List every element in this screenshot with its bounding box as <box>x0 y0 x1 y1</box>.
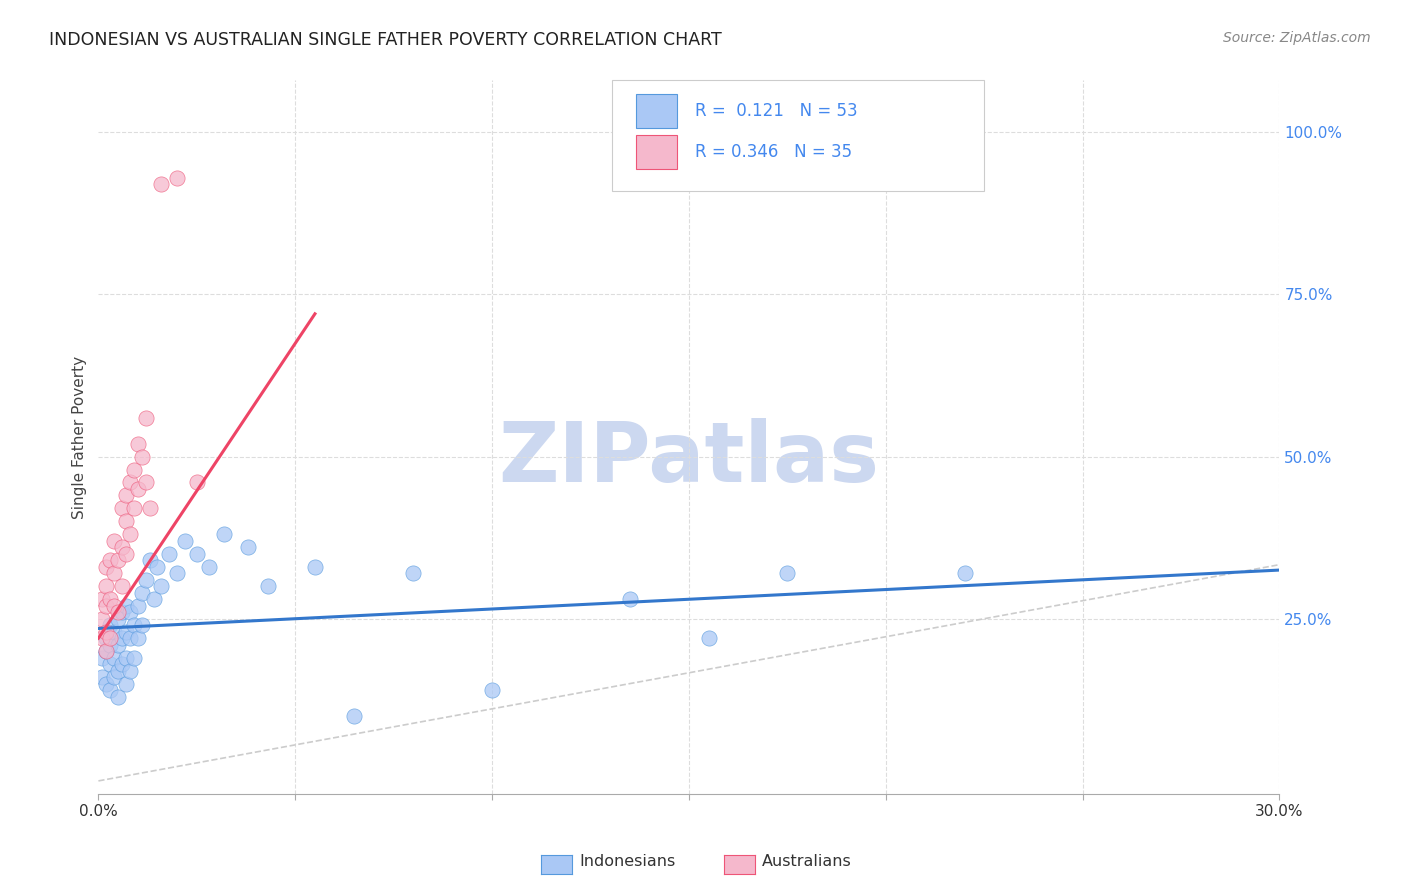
Point <box>103 533 125 548</box>
Point <box>166 566 188 581</box>
Point <box>111 579 134 593</box>
Point <box>111 657 134 672</box>
Point <box>118 605 141 619</box>
Point <box>107 553 129 567</box>
Point <box>115 624 138 639</box>
Point <box>186 475 208 490</box>
Point <box>98 631 121 645</box>
Point <box>96 624 118 639</box>
Point <box>98 592 121 607</box>
Point <box>174 533 197 548</box>
Point <box>111 605 134 619</box>
Point <box>98 618 121 632</box>
Point <box>186 547 208 561</box>
Point <box>122 618 145 632</box>
Point <box>127 599 149 613</box>
Point <box>135 410 157 425</box>
Point <box>91 592 114 607</box>
Point <box>103 650 125 665</box>
Point <box>118 475 141 490</box>
Point <box>135 573 157 587</box>
Point <box>107 690 129 704</box>
Point <box>118 631 141 645</box>
Point <box>103 624 125 639</box>
Point <box>91 612 114 626</box>
Point <box>402 566 425 581</box>
Point <box>96 579 118 593</box>
Point <box>146 559 169 574</box>
Point <box>122 650 145 665</box>
FancyBboxPatch shape <box>636 94 678 128</box>
Point <box>115 650 138 665</box>
Point <box>96 599 118 613</box>
Point <box>127 436 149 450</box>
Point <box>135 475 157 490</box>
Text: Australians: Australians <box>762 855 852 869</box>
Point <box>776 566 799 581</box>
Point <box>91 670 114 684</box>
Point <box>138 553 160 567</box>
Text: Indonesians: Indonesians <box>579 855 675 869</box>
Y-axis label: Single Father Poverty: Single Father Poverty <box>72 356 87 518</box>
Point <box>131 450 153 464</box>
Point <box>122 462 145 476</box>
Point <box>111 541 134 555</box>
Text: R =  0.121   N = 53: R = 0.121 N = 53 <box>695 102 858 120</box>
Point <box>343 709 366 723</box>
Point <box>118 664 141 678</box>
Text: R = 0.346   N = 35: R = 0.346 N = 35 <box>695 143 852 161</box>
Point <box>98 638 121 652</box>
Point <box>115 515 138 529</box>
Point <box>107 605 129 619</box>
Point <box>96 676 118 690</box>
Point <box>91 631 114 645</box>
Point <box>697 631 720 645</box>
Point <box>98 553 121 567</box>
Point <box>98 683 121 698</box>
Point <box>115 547 138 561</box>
Point <box>197 559 219 574</box>
Point <box>619 592 641 607</box>
Point <box>96 644 118 658</box>
Point <box>127 631 149 645</box>
Text: ZIPatlas: ZIPatlas <box>499 418 879 499</box>
Point <box>127 482 149 496</box>
Point <box>166 170 188 185</box>
Point <box>131 586 153 600</box>
Point <box>103 670 125 684</box>
Point <box>142 592 165 607</box>
Point <box>131 618 153 632</box>
Point <box>98 657 121 672</box>
Text: Source: ZipAtlas.com: Source: ZipAtlas.com <box>1223 31 1371 45</box>
Point <box>115 676 138 690</box>
Point <box>236 541 259 555</box>
FancyBboxPatch shape <box>612 80 984 191</box>
Point <box>91 650 114 665</box>
Point <box>103 566 125 581</box>
Text: INDONESIAN VS AUSTRALIAN SINGLE FATHER POVERTY CORRELATION CHART: INDONESIAN VS AUSTRALIAN SINGLE FATHER P… <box>49 31 721 49</box>
Point <box>107 664 129 678</box>
Point <box>118 527 141 541</box>
Point <box>157 547 180 561</box>
Point <box>150 579 173 593</box>
Point <box>122 501 145 516</box>
Point <box>111 631 134 645</box>
Point <box>115 488 138 502</box>
Point <box>107 612 129 626</box>
Point <box>107 638 129 652</box>
Point <box>304 559 326 574</box>
Point <box>111 501 134 516</box>
Point <box>138 501 160 516</box>
Point <box>96 644 118 658</box>
FancyBboxPatch shape <box>636 135 678 169</box>
Point <box>256 579 278 593</box>
Point <box>96 631 118 645</box>
Point <box>953 566 976 581</box>
Point <box>481 683 503 698</box>
Point <box>115 599 138 613</box>
Point <box>214 527 236 541</box>
Point <box>96 559 118 574</box>
Point <box>103 599 125 613</box>
Point <box>150 177 173 191</box>
